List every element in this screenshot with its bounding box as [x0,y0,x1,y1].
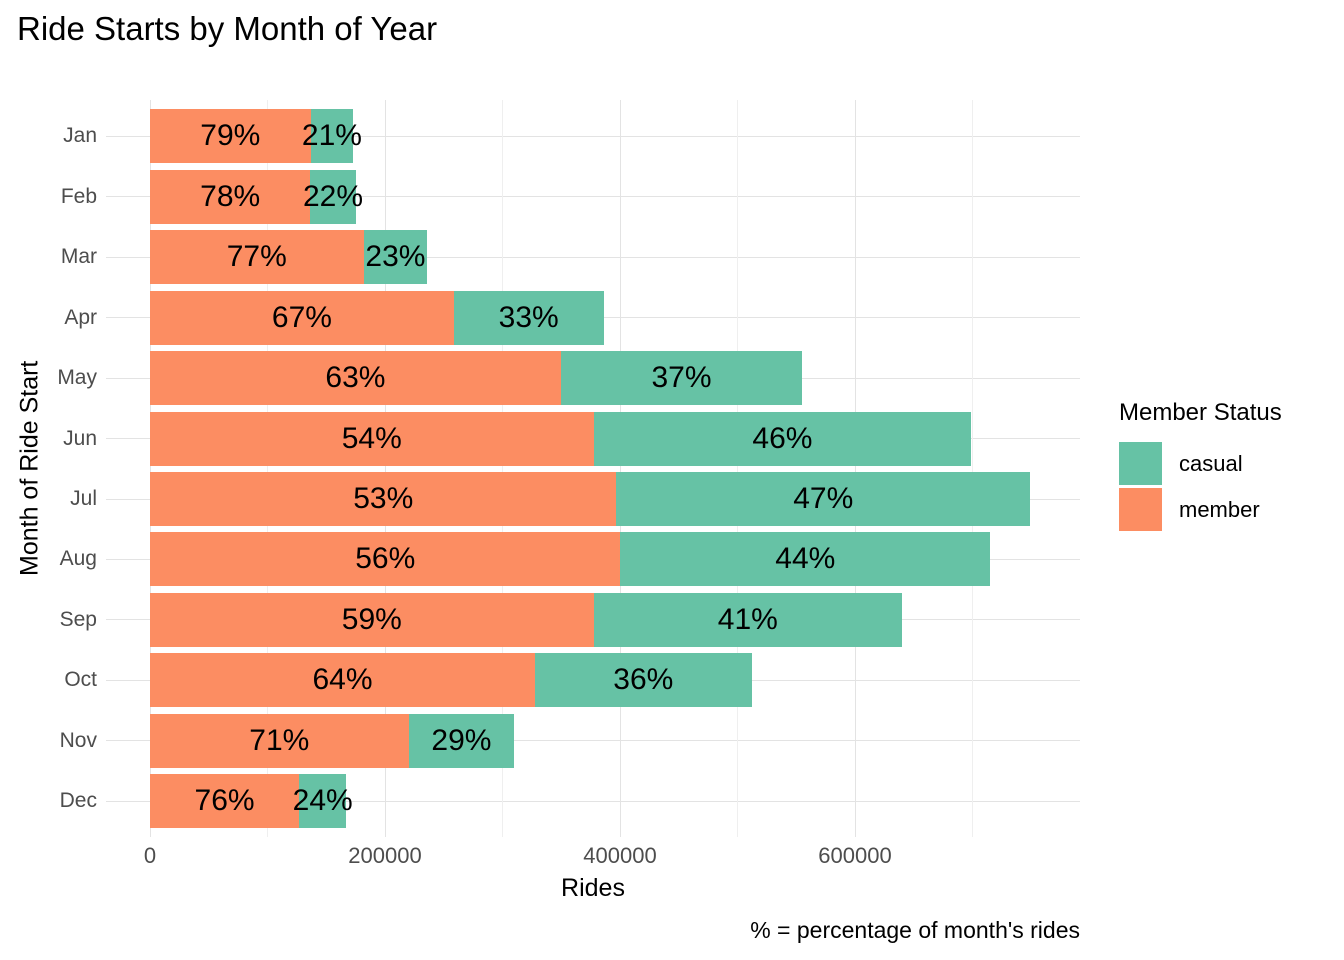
bar-segment-casual [620,532,991,587]
bar-label-casual-pct: 37% [651,361,712,395]
bar-label-member-pct: 76% [194,784,255,818]
x-axis-title: Rides [561,874,625,902]
bar-label-member-pct: 78% [200,179,261,213]
bar-label-casual-pct: 46% [752,421,813,455]
gridline-horizontal [106,135,1080,137]
gridline-vertical-major [384,100,386,837]
y-tick-label: Aug [59,547,97,571]
bar-segment-casual [616,472,1031,526]
gridline-vertical-major [854,100,856,837]
gridline-horizontal [106,800,1080,802]
gridline-horizontal [106,740,1080,742]
bar-segment-member [150,169,311,224]
bar-segment-casual [408,713,515,768]
y-tick-label: Sep [59,607,97,631]
bar-segment-member [150,713,409,768]
bar-segment-casual [310,169,356,224]
gridline-vertical-minor [737,100,738,837]
bar-label-member-pct: 56% [355,542,416,576]
bar-segment-member [150,411,594,466]
bar-segment-member [150,290,454,345]
bar-segment-casual [363,230,428,285]
bar-label-casual-pct: 23% [365,240,426,274]
chart-title: Ride Starts by Month of Year [17,10,438,47]
bar-segment-casual [453,290,604,345]
chart-caption: % = percentage of month's rides [750,917,1080,943]
y-tick-label: Jan [63,124,97,148]
legend-entry-member: member [1119,488,1335,531]
y-tick-label: Apr [64,305,97,329]
bar-label-member-pct: 71% [249,723,310,757]
gridline-vertical-minor [267,100,268,837]
y-tick-label: Dec [59,789,97,813]
bar-label-member-pct: 64% [312,663,373,697]
bar-label-casual-pct: 41% [717,602,778,636]
gridline-horizontal [106,196,1080,198]
x-tick-label: 200000 [348,843,422,868]
x-tick-label: 0 [143,843,157,868]
bar-segment-casual [310,109,354,164]
legend-label-casual: casual [1179,450,1243,476]
gridline-horizontal [106,256,1080,258]
bar-segment-member [150,109,311,164]
bar-segment-member [150,351,561,406]
bar-label-casual-pct: 21% [301,119,362,153]
bar-label-casual-pct: 47% [793,482,854,515]
y-tick-label: Mar [60,245,97,269]
bar-label-casual-pct: 22% [302,179,364,213]
bar-label-casual-pct: 36% [613,663,674,697]
gridline-vertical-minor [972,100,973,837]
bar-segment-casual [593,592,902,647]
bar-label-member-pct: 63% [325,361,386,395]
bar-segment-member [150,592,594,647]
bar-label-member-pct: 79% [200,119,261,153]
bar-label-casual-pct: 29% [431,723,492,757]
bar-segment-member [150,532,621,587]
y-tick-label: Oct [64,668,97,692]
x-tick-label: 400000 [583,843,657,868]
bar-segment-casual [593,411,972,466]
y-tick-label: Feb [60,184,97,208]
legend-title: Member Status [1119,399,1282,426]
bar-label-member-pct: 59% [341,602,402,636]
y-tick-label: Jul [70,487,97,510]
y-tick-label: Nov [59,728,97,752]
x-tick-label: 600000 [818,843,892,868]
bar-segment-casual [560,351,803,406]
y-tick-label: Jun [63,426,97,450]
bar-label-member-pct: 53% [353,482,414,515]
plot-panel: 79% 21% 78% 22% 77% 23% 67% 33% 63% 37% 54% 46% 53% 4… [106,100,1080,837]
bar-label-member-pct: 67% [271,300,332,334]
bar-segment-member [150,230,364,285]
legend-swatch-member [1119,488,1162,531]
legend-entry-casual: casual [1119,442,1335,485]
bar-label-casual-pct: 44% [775,542,836,576]
gridline-vertical-minor [502,100,503,837]
gridline-vertical-major [619,100,621,837]
y-axis-title: Month of Ride Start [15,360,44,577]
bar-segment-member [150,774,300,829]
bar-segment-casual [299,774,347,829]
bar-label-member-pct: 54% [341,421,402,455]
legend: Member Status casual member [1115,399,1335,534]
bar-segment-casual [535,653,752,708]
bar-segment-member [150,472,617,526]
bar-segment-member [150,653,536,708]
bar-label-casual-pct: 24% [292,784,353,818]
bar-label-member-pct: 77% [226,240,287,274]
gridline-vertical-major [149,100,151,837]
y-tick-label: May [57,366,97,390]
bar-label-casual-pct: 33% [498,300,559,334]
legend-label-member: member [1179,496,1260,522]
legend-swatch-casual [1119,442,1162,485]
